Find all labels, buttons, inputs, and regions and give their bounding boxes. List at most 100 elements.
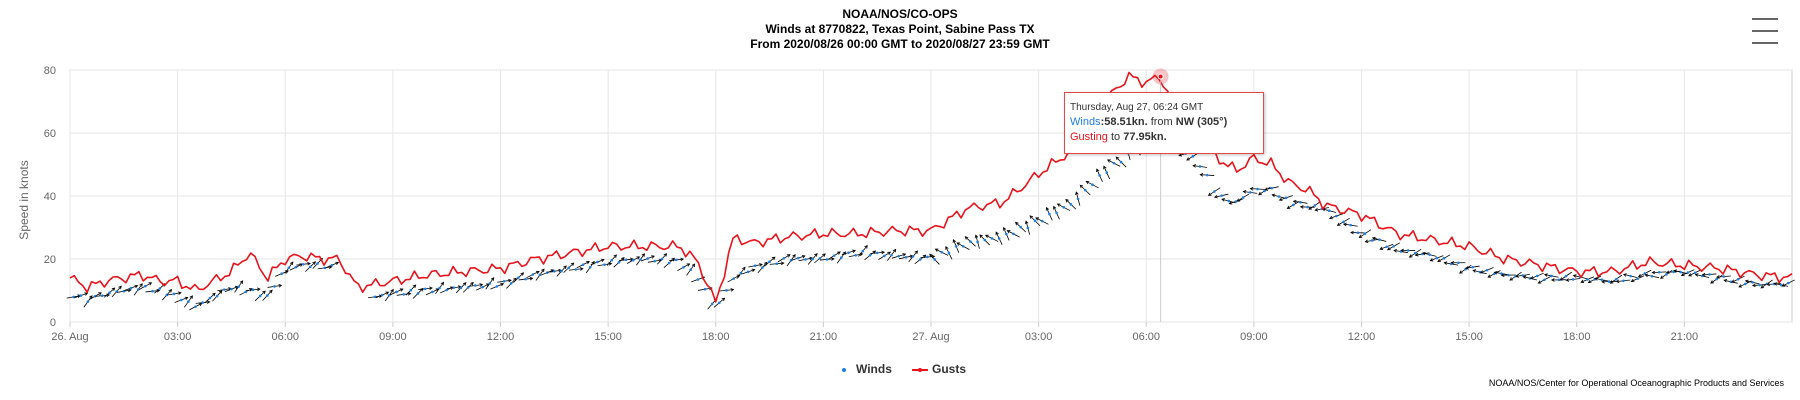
wind-arrow-head — [1115, 156, 1120, 161]
wind-arrow-head — [1565, 278, 1570, 282]
wind-point — [1263, 189, 1266, 193]
chart-title: NOAA/NOS/CO-OPS — [842, 7, 958, 21]
wind-point — [1600, 278, 1604, 282]
wind-arrow-head — [390, 288, 394, 293]
x-tick-label: 15:00 — [1455, 331, 1483, 343]
wind-arrow-head — [686, 263, 691, 267]
wind-arrow-head — [1096, 168, 1100, 173]
wind-point — [1349, 223, 1353, 227]
wind-point — [1535, 274, 1539, 278]
wind-point — [230, 287, 233, 291]
wind-point — [997, 237, 1001, 240]
legend-item-winds[interactable]: Winds — [838, 362, 892, 376]
wind-point — [1643, 272, 1647, 275]
wind-arrow-head — [1572, 274, 1577, 278]
tooltip-gust-line: Gusting to 77.95kn. — [1070, 130, 1257, 145]
wind-point — [86, 300, 90, 303]
wind-arrow-head — [177, 291, 182, 295]
hamburger-menu-icon[interactable] — [1750, 16, 1780, 46]
wind-arrow-head — [771, 256, 776, 261]
wind-point — [1614, 277, 1618, 281]
wind-arrow-head — [1781, 283, 1786, 287]
wind-arrow-head — [1694, 273, 1699, 277]
wind-point — [574, 268, 578, 271]
wind-arrow-head — [1509, 277, 1514, 281]
wind-arrow-head — [184, 296, 189, 301]
chart-date-range: From 2020/08/26 00:00 GMT to 2020/08/27 … — [750, 37, 1050, 51]
wind-arrow-head — [1637, 273, 1642, 278]
wind-point — [560, 269, 563, 273]
wind-arrow-head — [1500, 273, 1505, 277]
wind-point — [1414, 251, 1417, 255]
menu-bar — [1752, 30, 1778, 32]
wind-arrow-head — [1186, 157, 1190, 161]
wind-arrow-head — [1443, 261, 1448, 265]
wind-point — [1708, 273, 1711, 276]
wind-arrow-head — [563, 265, 567, 270]
legend-gusts-label: Gusts — [932, 362, 967, 376]
wind-point — [93, 294, 97, 298]
wind-point — [1435, 256, 1439, 260]
wind-point — [1779, 283, 1783, 287]
wind-arrow-head — [1493, 270, 1498, 275]
wind-arrow-head — [520, 272, 525, 276]
wind-arrow-head — [974, 234, 979, 239]
wind-point — [1342, 220, 1345, 224]
wind-arrow-head — [1459, 270, 1463, 274]
wind-arrow-head — [262, 290, 266, 295]
wind-arrow-head — [1045, 206, 1050, 211]
wind-arrow-head — [1609, 280, 1614, 284]
wind-point — [1220, 194, 1223, 197]
wind-point — [567, 266, 570, 270]
wind-point — [854, 254, 857, 257]
tooltip-gust-label: Gusting — [1070, 131, 1108, 143]
wind-point — [309, 265, 312, 269]
wind-arrow-head — [1543, 273, 1548, 277]
legend-winds-label: Winds — [856, 362, 892, 376]
wind-point — [380, 293, 384, 297]
wind-point — [387, 293, 391, 297]
wind-arrow-head — [1006, 230, 1011, 234]
wind-point — [1736, 277, 1740, 281]
wind-point — [674, 258, 678, 262]
wind-arrow-head — [586, 261, 590, 265]
legend-item-gusts[interactable]: Gusts — [912, 362, 966, 376]
wind-arrow-head — [189, 295, 193, 299]
wind-point — [1744, 282, 1747, 286]
wind-arrow-head — [440, 281, 445, 286]
wind-point — [926, 255, 929, 259]
x-tick-label: 12:00 — [1348, 331, 1376, 343]
wind-arrow-head — [289, 261, 294, 266]
wind-arrow-head — [641, 253, 645, 257]
wind-arrow-head — [956, 242, 961, 246]
wind-point — [883, 254, 886, 258]
wind-arrow-head — [621, 257, 625, 261]
wind-point — [983, 238, 987, 242]
x-tick-label: 18:00 — [702, 331, 730, 343]
tooltip-wind-value: :58.51kn. — [1100, 116, 1148, 128]
wind-arrow-head — [892, 248, 897, 253]
wind-point — [1076, 197, 1080, 201]
wind-point — [875, 251, 879, 255]
wind-point — [144, 284, 147, 288]
x-tick-label: 06:00 — [271, 331, 299, 343]
wind-point — [416, 292, 420, 295]
wind-arrow-head — [1308, 206, 1313, 210]
wind-point — [509, 282, 513, 285]
wind-arrow-head — [979, 234, 983, 238]
wind-point — [1543, 278, 1546, 282]
wind-point — [1586, 278, 1589, 281]
wind-point — [653, 259, 657, 263]
wind-arrow-head — [945, 246, 949, 250]
wind-arrow-head — [1738, 284, 1743, 288]
wind-arrow-head — [1292, 199, 1297, 204]
wind-point — [1406, 249, 1410, 252]
wind-arrow-head — [269, 289, 273, 294]
wind-arrow-head — [1760, 285, 1765, 289]
wind-point — [1112, 161, 1116, 165]
wind-arrow-head — [1242, 190, 1247, 194]
wind-point — [1227, 199, 1231, 203]
wind-point — [172, 292, 176, 296]
wind-point — [1471, 265, 1475, 269]
wind-arrow-head — [881, 250, 885, 255]
